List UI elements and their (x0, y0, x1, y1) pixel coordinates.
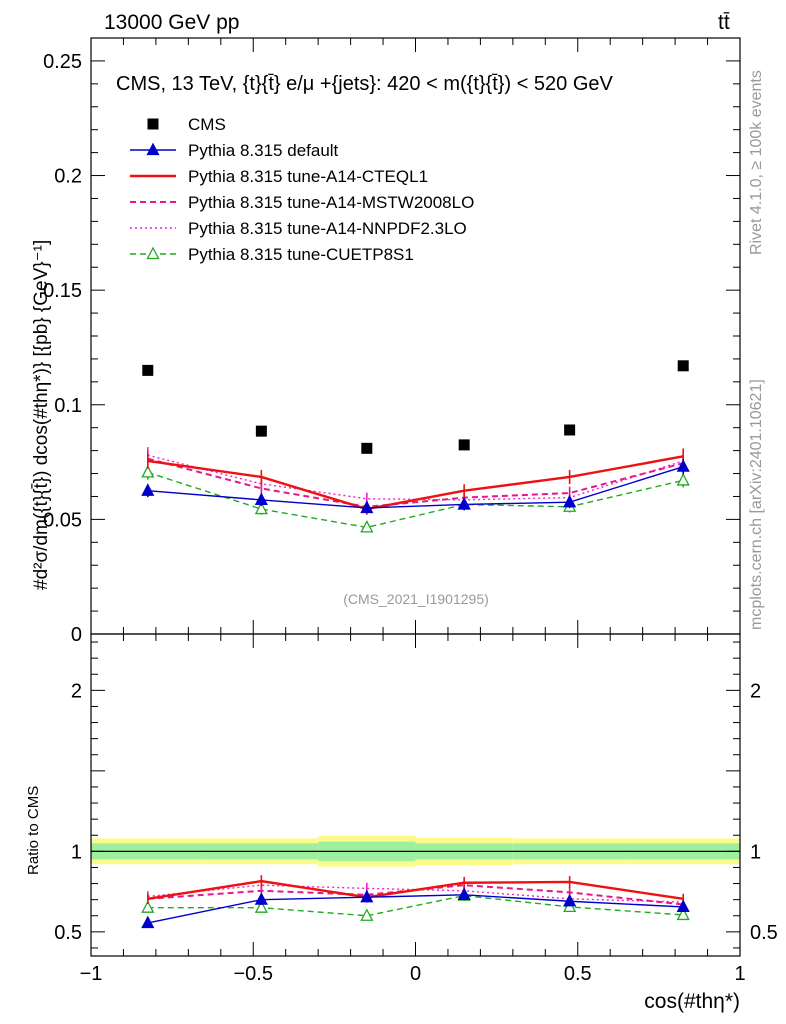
legend-marker-4 (146, 246, 160, 260)
cms-data-point (142, 364, 154, 376)
ratio-tick-label-right: 2 (750, 680, 761, 702)
y-tick-label: 0.1 (54, 395, 82, 417)
y-tick-label: 0.2 (54, 166, 82, 188)
analysis-id: (CMS_2021_I1901295) (343, 591, 489, 607)
series-point-4 (254, 501, 268, 515)
legend-label-4: Pythia 8.315 tune-CUETP8S1 (188, 245, 414, 264)
ratio-line-1 (147, 879, 684, 901)
legend-label-0: Pythia 8.315 default (188, 141, 339, 160)
ratio-uncertainty-bands (91, 836, 740, 867)
series-point-4 (360, 520, 374, 533)
x-axis-label: cos(#thη*) (644, 990, 740, 1013)
series-point-0 (141, 483, 155, 496)
ratio-tick-label-right: 1 (750, 841, 761, 863)
ratio-line-3 (147, 884, 684, 903)
series-line-4 (147, 471, 684, 529)
ratio-axis-label: Ratio to CMS (25, 786, 42, 875)
cms-data-point (564, 424, 576, 436)
x-tick-label: 0.5 (564, 963, 592, 985)
series-point-0 (676, 459, 690, 472)
ratio-tick-label-right: 0.5 (750, 922, 778, 944)
series-point-0 (457, 497, 471, 510)
chart-title: CMS, 13 TeV, {t}{t̄} e/μ +{jets}: 420 < … (116, 73, 614, 95)
process-label: tt̄ (718, 11, 730, 34)
ratio-tick-label: 2 (71, 680, 82, 702)
ratio-tick-label: 1 (71, 841, 82, 863)
series-line-3 (147, 454, 684, 501)
y-tick-label: 0.05 (43, 509, 82, 531)
series-line-1 (147, 455, 684, 511)
axis-ticks: −1 −0.5 0 0.5 100.050.10.150.20.250.5 0.51 12 2 (43, 37, 778, 985)
y-tick-label: 0.25 (43, 51, 82, 73)
series-layer (141, 360, 690, 929)
ratio-point-4 (676, 907, 690, 921)
ratio-line-4 (147, 894, 684, 917)
cms-data-point (361, 442, 373, 454)
y-tick-label: 0.15 (43, 280, 82, 302)
y-axis-label: #d²σ/dm({t}{t̄}) dcos(#thη*)} [{pb} {GeV… (31, 240, 52, 590)
ratio-point-0 (360, 889, 374, 903)
ratio-point-0 (141, 915, 155, 929)
ratio-line-2 (147, 884, 684, 906)
top-panel-series (141, 360, 690, 533)
ratio-panel-frame (90, 633, 741, 957)
x-tick-label: 0 (410, 963, 421, 985)
cms-data-point (255, 425, 267, 437)
mcplots-label: mcplots.cern.ch [arXiv:2401.10621] (748, 379, 765, 630)
legend: CMS Pythia 8.315 default Pythia 8.315 tune… (130, 115, 474, 264)
series-point-4 (676, 473, 690, 486)
cms-data-point (677, 360, 689, 372)
y-tick-label: 0 (71, 624, 82, 646)
series-point-0 (254, 492, 268, 506)
ratio-line-0 (147, 894, 684, 924)
rivet-label: Rivet 4.1.0, ≥ 100k events (748, 70, 765, 255)
energy-label: 13000 GeV pp (104, 11, 239, 34)
legend-label-cms: CMS (188, 115, 226, 134)
ratio-point-4 (360, 908, 374, 921)
legend-cms-marker (147, 118, 159, 130)
series-point-4 (141, 464, 155, 478)
ratio-point-0 (676, 899, 690, 913)
legend-label-3: Pythia 8.315 tune-A14-NNPDF2.3LO (188, 219, 467, 238)
ratio-tick-label: 0.5 (54, 922, 82, 944)
legend-label-2: Pythia 8.315 tune-A14-MSTW2008LO (188, 193, 474, 212)
x-tick-label: −0.5 (234, 963, 273, 985)
cms-data-point (458, 439, 470, 451)
x-tick-label: 1 (734, 963, 745, 985)
series-point-0 (563, 494, 577, 508)
ratio-panel-series (141, 875, 690, 929)
series-line-2 (147, 457, 684, 508)
ratio-point-4 (141, 900, 155, 913)
legend-label-1: Pythia 8.315 tune-A14-CTEQL1 (188, 167, 428, 186)
ratio-point-4 (254, 900, 268, 913)
series-line-0 (147, 465, 684, 509)
ratio-point-0 (457, 887, 471, 900)
legend-marker-0 (146, 142, 160, 156)
x-tick-label: −1 (80, 963, 103, 985)
ratio-point-0 (254, 892, 268, 905)
ratio-point-0 (563, 893, 577, 907)
series-point-0 (360, 500, 374, 514)
